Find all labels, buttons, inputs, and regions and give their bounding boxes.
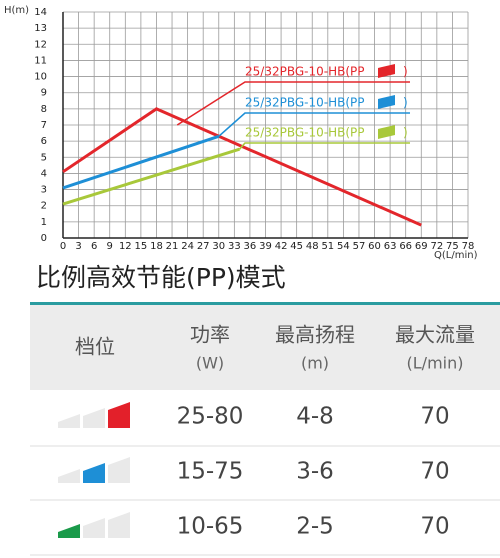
y-axis-label: H(m) <box>4 5 29 16</box>
x-tick-label: 12 <box>119 241 132 252</box>
title-rule <box>30 302 500 305</box>
x-tick-label: 45 <box>290 241 303 252</box>
header-label: 最大流量 <box>395 323 475 347</box>
level-bar <box>83 408 105 428</box>
y-tick-label: 4 <box>41 168 47 179</box>
legend-suffix: ) <box>403 96 408 110</box>
header-unit: (W) <box>196 354 224 373</box>
legend-leader <box>176 81 410 126</box>
legend-label: 25/32PBG-10-HB(PP <box>245 96 364 110</box>
x-tick-label: 6 <box>91 241 97 252</box>
x-tick-label: 15 <box>135 241 148 252</box>
x-tick-label: 54 <box>337 241 350 252</box>
header-bg <box>30 305 500 390</box>
cell: 70 <box>420 459 449 485</box>
cell: 2-5 <box>296 514 334 540</box>
legend-icon <box>378 64 395 78</box>
y-tick-label: 8 <box>41 104 47 115</box>
cell: 3-6 <box>296 459 334 485</box>
x-tick-label: 0 <box>60 241 66 252</box>
y-tick-label: 7 <box>41 120 47 131</box>
y-tick-label: 12 <box>34 39 47 50</box>
y-tick-label: 11 <box>34 55 47 66</box>
y-tick-label: 0 <box>41 233 47 244</box>
legend-label: 25/32PBG-10-HB(PP <box>245 126 364 140</box>
x-tick-label: 78 <box>462 241 475 252</box>
x-tick-label: 57 <box>353 241 366 252</box>
legend-leader <box>218 112 410 137</box>
cell: 25-80 <box>177 404 244 430</box>
cell: 70 <box>420 514 449 540</box>
x-tick-label: 24 <box>181 241 194 252</box>
x-tick-label: 42 <box>275 241 288 252</box>
legend-suffix: ) <box>403 65 408 79</box>
y-tick-label: 1 <box>41 217 47 228</box>
header-label: 档位 <box>75 335 115 359</box>
x-tick-label: 39 <box>259 241 272 252</box>
header-label: 功率 <box>190 323 230 347</box>
level-bar <box>83 463 105 483</box>
level-bar <box>58 414 80 428</box>
x-tick-label: 69 <box>415 241 428 252</box>
level-bar <box>108 457 130 483</box>
y-tick-label: 10 <box>34 72 47 83</box>
table-title: 比例高效节能(PP)模式 <box>36 263 286 292</box>
y-tick-label: 2 <box>41 201 47 212</box>
level-bar <box>108 512 130 538</box>
x-tick-label: 3 <box>75 241 81 252</box>
y-tick-label: 14 <box>34 7 47 18</box>
cell: 10-65 <box>177 514 244 540</box>
x-tick-label: 60 <box>368 241 381 252</box>
legend-label: 25/32PBG-10-HB(PP <box>245 65 364 79</box>
x-tick-label: 72 <box>430 241 443 252</box>
header-label: 最高扬程 <box>275 323 355 347</box>
x-tick-label: 66 <box>399 241 412 252</box>
level-icon <box>58 457 130 483</box>
x-tick-label: 63 <box>384 241 397 252</box>
y-tick-label: 9 <box>41 88 47 99</box>
x-tick-label: 18 <box>150 241 163 252</box>
level-bar <box>83 518 105 538</box>
legend-icon <box>378 125 395 139</box>
level-icon <box>58 402 130 428</box>
header-unit: (L/min) <box>407 354 464 373</box>
header-unit: (m) <box>301 354 329 373</box>
series-line <box>62 134 220 190</box>
legend-leader <box>238 142 410 150</box>
x-tick-label: 27 <box>197 241 210 252</box>
y-tick-label: 5 <box>41 152 47 163</box>
x-tick-label: 36 <box>244 241 257 252</box>
x-tick-label: 75 <box>446 241 459 252</box>
x-tick-label: 48 <box>306 241 319 252</box>
cell: 70 <box>420 404 449 430</box>
legend-suffix: ) <box>403 126 408 140</box>
cell: 4-8 <box>296 404 334 430</box>
legend-icon <box>378 95 395 109</box>
x-axis-label: Q(L/min) <box>434 250 478 261</box>
x-tick-label: 33 <box>228 241 241 252</box>
cell: 15-75 <box>177 459 244 485</box>
level-bar <box>58 469 80 483</box>
x-tick-label: 9 <box>107 241 113 252</box>
series-line <box>62 147 240 206</box>
level-icon <box>58 512 130 538</box>
x-tick-label: 51 <box>321 241 334 252</box>
series-line <box>62 107 422 227</box>
x-tick-label: 21 <box>166 241 179 252</box>
x-tick-label: 30 <box>212 241 225 252</box>
y-tick-label: 3 <box>41 185 47 196</box>
level-bar <box>58 524 80 538</box>
y-tick-label: 6 <box>41 136 47 147</box>
level-bar <box>108 402 130 428</box>
y-tick-label: 13 <box>34 23 47 34</box>
